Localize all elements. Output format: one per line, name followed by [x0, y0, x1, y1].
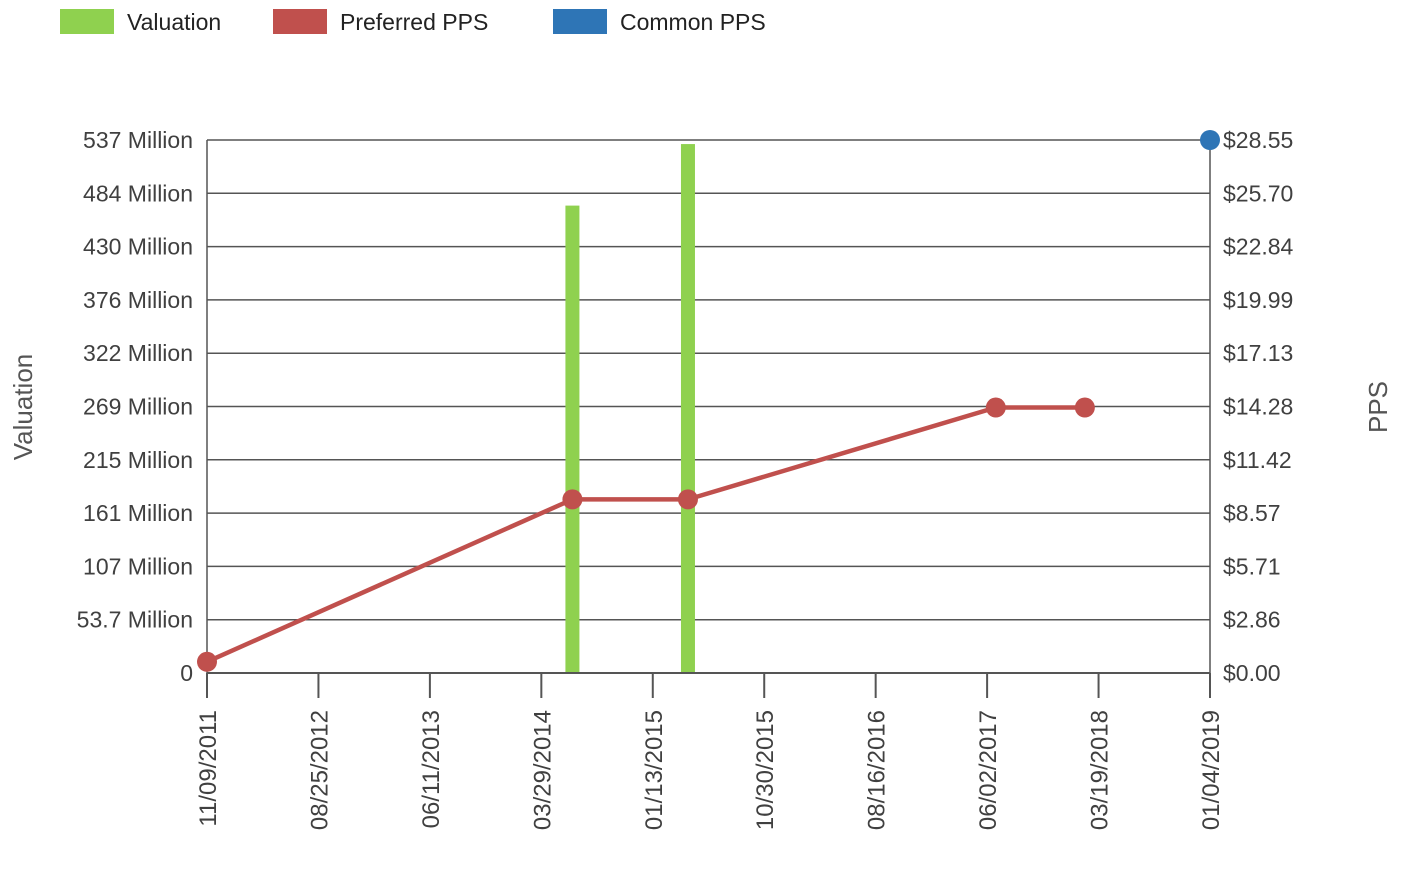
y-left-tick-label: 430 Million	[83, 234, 193, 260]
y-left-tick-label: 269 Million	[83, 394, 193, 420]
legend-swatch	[553, 9, 607, 34]
preferred-pps-point	[677, 489, 698, 510]
valuation-bar	[565, 205, 580, 674]
legend-swatch	[60, 9, 114, 34]
x-tick-label: 11/09/2011	[195, 710, 222, 827]
y-right-tick-label: $14.28	[1223, 394, 1293, 420]
axes	[206, 140, 1211, 698]
valuation-bars	[565, 144, 695, 674]
preferred-pps-point	[197, 651, 217, 672]
pps-lines	[206, 405, 1085, 664]
y-left-tick-label: 537 Million	[83, 127, 193, 153]
y-right-tick-label: $8.57	[1223, 500, 1281, 526]
y-axis-right-title: PPS	[1363, 381, 1393, 433]
valuation-bar	[680, 144, 695, 673]
legend-swatch	[273, 9, 327, 34]
preferred-pps-point	[985, 397, 1006, 418]
x-tick-label: 03/19/2018	[1087, 710, 1114, 830]
y-axis-left-title: Valuation	[8, 354, 38, 461]
x-tick-label: 06/11/2013	[418, 710, 445, 828]
legend-label: Valuation	[127, 9, 221, 35]
legend: Valuation Preferred PPS Common PPS	[60, 9, 766, 35]
y-left-tick-label: 0	[180, 660, 193, 686]
y-right-tick-label: $2.86	[1223, 607, 1281, 633]
x-tick-label: 01/04/2019	[1198, 710, 1225, 830]
y-left-tick-label: 107 Million	[83, 553, 193, 579]
x-tick-label: 08/25/2012	[306, 710, 333, 830]
common-pps-point	[1200, 130, 1220, 150]
preferred-pps-point	[1074, 397, 1095, 418]
tick-labels: 0 $0.00 53.7 Million $2.86 107 Million $5.71 1…	[77, 127, 1294, 830]
y-left-tick-label: 322 Million	[83, 340, 193, 366]
y-left-tick-label: 484 Million	[83, 180, 193, 206]
y-right-tick-label: $25.70	[1223, 180, 1293, 206]
y-right-tick-label: $28.55	[1223, 127, 1293, 153]
y-right-tick-label: $11.42	[1223, 447, 1292, 473]
y-right-tick-label: $17.13	[1223, 340, 1293, 366]
preferred-pps-point	[562, 489, 583, 510]
x-tick-label: 10/30/2015	[752, 710, 779, 830]
y-left-tick-label: 161 Million	[83, 500, 193, 526]
y-right-tick-label: $19.99	[1223, 287, 1293, 313]
y-right-tick-label: $0.00	[1223, 660, 1281, 686]
y-right-tick-label: $22.84	[1223, 234, 1294, 260]
y-left-tick-label: 215 Million	[83, 447, 193, 473]
x-tick-label: 01/13/2015	[641, 710, 668, 830]
x-tick-label: 06/02/2017	[975, 710, 1002, 830]
x-tick-label: 03/29/2014	[529, 710, 556, 830]
preferred-pps-line	[206, 405, 1085, 664]
gridlines	[207, 139, 1210, 674]
y-right-tick-label: $5.71	[1223, 553, 1281, 579]
x-tick-label: 08/16/2016	[864, 710, 891, 830]
y-left-tick-label: 376 Million	[83, 287, 193, 313]
legend-label: Common PPS	[620, 9, 766, 35]
y-left-tick-label: 53.7 Million	[77, 607, 193, 633]
legend-label: Preferred PPS	[340, 9, 488, 35]
pps-points	[197, 130, 1220, 672]
